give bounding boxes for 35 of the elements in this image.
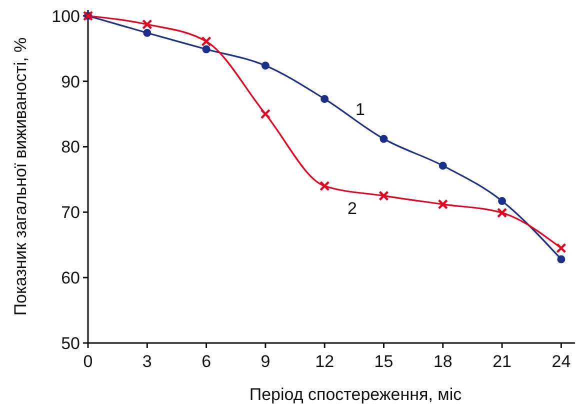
- y-axis-title: Показник загальної виживаності, %: [11, 37, 30, 316]
- x-tick-label: 12: [315, 352, 334, 371]
- x-axis-title: Період спостереження, міс: [249, 385, 462, 404]
- point: [261, 62, 270, 70]
- point: [556, 243, 566, 254]
- point: [201, 36, 212, 47]
- point: [143, 28, 152, 37]
- x-tick-label: 24: [552, 352, 571, 371]
- x-tick-label: 9: [260, 352, 270, 371]
- x-tick-label: 21: [492, 352, 512, 371]
- point: [320, 180, 330, 192]
- point: [260, 108, 271, 120]
- point: [378, 190, 389, 201]
- point: [496, 208, 508, 218]
- x-tick-label: 0: [83, 352, 93, 371]
- y-tick-label: 90: [61, 72, 80, 92]
- y-tick-label: 70: [61, 203, 80, 222]
- y-tick-label: 80: [61, 138, 80, 157]
- y-tick-label: 100: [52, 6, 80, 26]
- point: [438, 199, 448, 210]
- point: [557, 255, 566, 264]
- x-tick-label: 18: [433, 352, 452, 371]
- point: [142, 19, 152, 30]
- x-tick-label: 3: [142, 352, 152, 371]
- y-tick-label: 60: [61, 268, 80, 288]
- point: [438, 162, 447, 170]
- x-tick-label: 15: [374, 352, 394, 371]
- series-label: 1: [355, 100, 365, 119]
- point: [498, 197, 506, 206]
- point: [320, 94, 329, 103]
- point: [380, 134, 388, 143]
- point: [202, 45, 210, 54]
- x-tick-label: 6: [202, 352, 212, 371]
- series-label: 2: [347, 198, 357, 218]
- y-tick-label: 50: [61, 334, 80, 353]
